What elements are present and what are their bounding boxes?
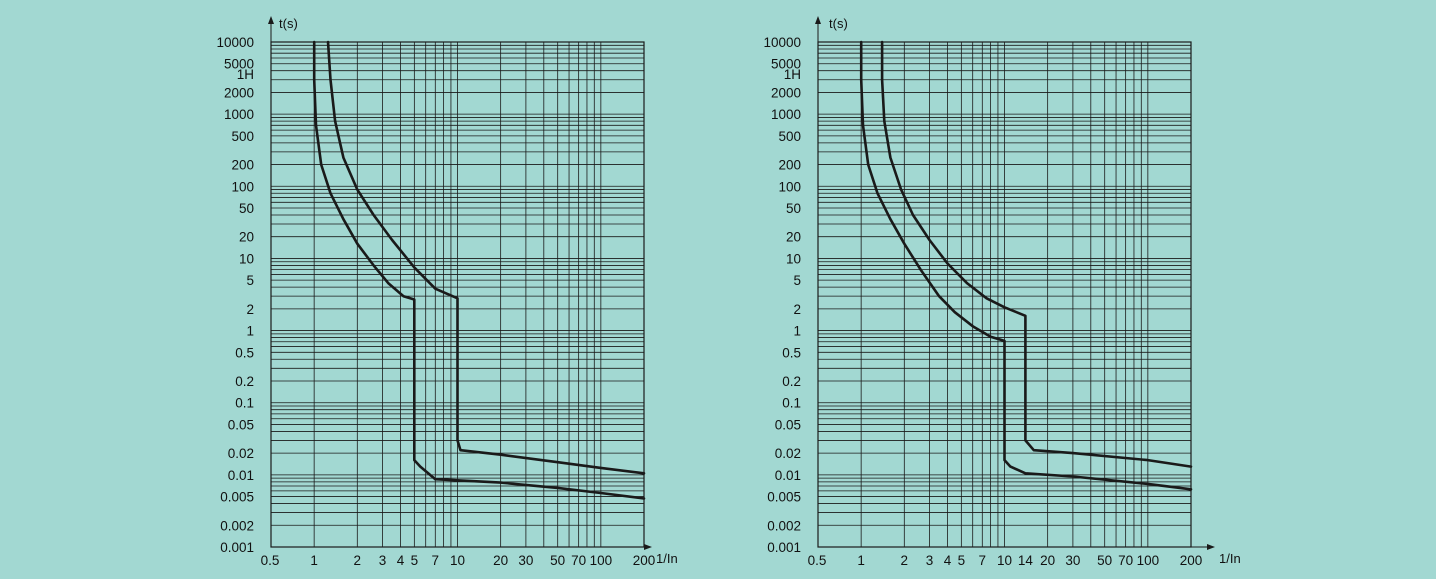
y-tick-label: 2 [246,302,254,317]
x-tick-label: 70 [1118,553,1133,568]
y-tick-label: 0.002 [220,518,254,533]
x-axis-arrow [644,544,652,550]
x-tick-label: 30 [1065,553,1080,568]
y-tick-label: 100 [231,179,254,194]
x-tick-label: 70 [571,553,586,568]
x-tick-label: 4 [397,553,405,568]
y-tick-label: 20 [786,230,801,245]
y-axis-arrow [268,16,274,24]
y-tick-label: 0.2 [235,374,254,389]
x-axis-arrow [1207,544,1215,550]
x-tick-label: 5 [958,553,966,568]
x-tick-label: 10 [997,553,1012,568]
x-tick-label: 10 [450,553,465,568]
x-tick-label: 50 [550,553,565,568]
x-tick-label: 50 [1097,553,1112,568]
x-tick-label: 0.5 [808,553,827,568]
y-tick-label: 0.02 [228,446,254,461]
y-tick-label: 0.005 [767,490,801,505]
y-tick-label: 0.001 [220,540,254,555]
y-tick-label: 0.5 [782,345,801,360]
x-tick-label: 3 [926,553,934,568]
y-tick-label: 0.2 [782,374,801,389]
trip-curve-series-2 [880,40,1193,468]
y-tick-label: 200 [231,158,254,173]
left-trip-curve-chart: t(s)1/In1000050001H200010005002001005020… [216,16,678,568]
x-tick-label: 30 [518,553,533,568]
y-axis-arrow [815,16,821,24]
y-tick-label: 1000 [224,107,254,122]
y-tick-label: 10000 [763,35,801,50]
x-tick-label: 20 [1040,553,1055,568]
y-tick-label: 2 [793,302,801,317]
y-tick-label: 1H [237,67,254,82]
y-tick-label: 5 [246,273,254,288]
x-tick-label: 3 [379,553,387,568]
trip-curve-series-1 [312,40,646,500]
x-tick-label: 200 [1180,553,1203,568]
y-tick-label: 500 [231,129,254,144]
y-tick-label: 5000 [771,57,801,72]
x-tick-label: 7 [979,553,987,568]
grid [271,41,645,548]
y-tick-label: 0.02 [775,446,801,461]
x-tick-label: 100 [1137,553,1160,568]
y-tick-label: 20 [239,230,254,245]
y-tick-label: 50 [786,201,801,216]
y-tick-label: 2000 [224,85,254,100]
right-trip-curve-chart: t(s)1/In1000050001H200010005002001005020… [763,16,1241,568]
x-axis-title: 1/In [1219,551,1241,566]
x-tick-label: 1 [857,553,865,568]
y-tick-label: 0.5 [235,345,254,360]
y-tick-label: 1000 [771,107,801,122]
y-tick-label: 1 [246,324,254,339]
y-tick-label: 0.01 [228,468,254,483]
y-tick-label: 0.001 [767,540,801,555]
y-tick-label: 1H [784,67,801,82]
trip-curve-series-1 [859,40,1193,491]
y-tick-label: 500 [778,129,801,144]
y-axis-title: t(s) [279,16,298,31]
y-tick-label: 10000 [216,35,254,50]
y-tick-label: 0.01 [775,468,801,483]
x-tick-label: 14 [1018,553,1034,568]
y-tick-label: 5 [793,273,801,288]
x-tick-label: 4 [944,553,952,568]
y-tick-label: 0.002 [767,518,801,533]
y-tick-label: 2000 [771,85,801,100]
x-tick-label: 2 [901,553,909,568]
x-tick-label: 200 [633,553,656,568]
x-axis-title: 1/In [656,551,678,566]
y-tick-label: 200 [778,158,801,173]
y-tick-label: 10 [786,251,801,266]
y-tick-label: 10 [239,251,254,266]
y-tick-label: 0.005 [220,490,254,505]
y-tick-label: 100 [778,179,801,194]
x-tick-label: 1 [310,553,318,568]
y-axis-title: t(s) [829,16,848,31]
x-tick-label: 2 [354,553,362,568]
x-tick-label: 0.5 [261,553,280,568]
y-tick-label: 0.05 [775,417,801,432]
y-tick-label: 0.05 [228,417,254,432]
trip-curve-series-2 [326,40,646,475]
y-tick-label: 50 [239,201,254,216]
y-tick-label: 0.1 [235,396,254,411]
x-tick-label: 100 [590,553,613,568]
x-tick-label: 20 [493,553,508,568]
x-tick-label: 5 [411,553,419,568]
y-tick-label: 1 [793,324,801,339]
y-tick-label: 0.1 [782,396,801,411]
y-tick-label: 5000 [224,57,254,72]
x-tick-label: 7 [432,553,440,568]
